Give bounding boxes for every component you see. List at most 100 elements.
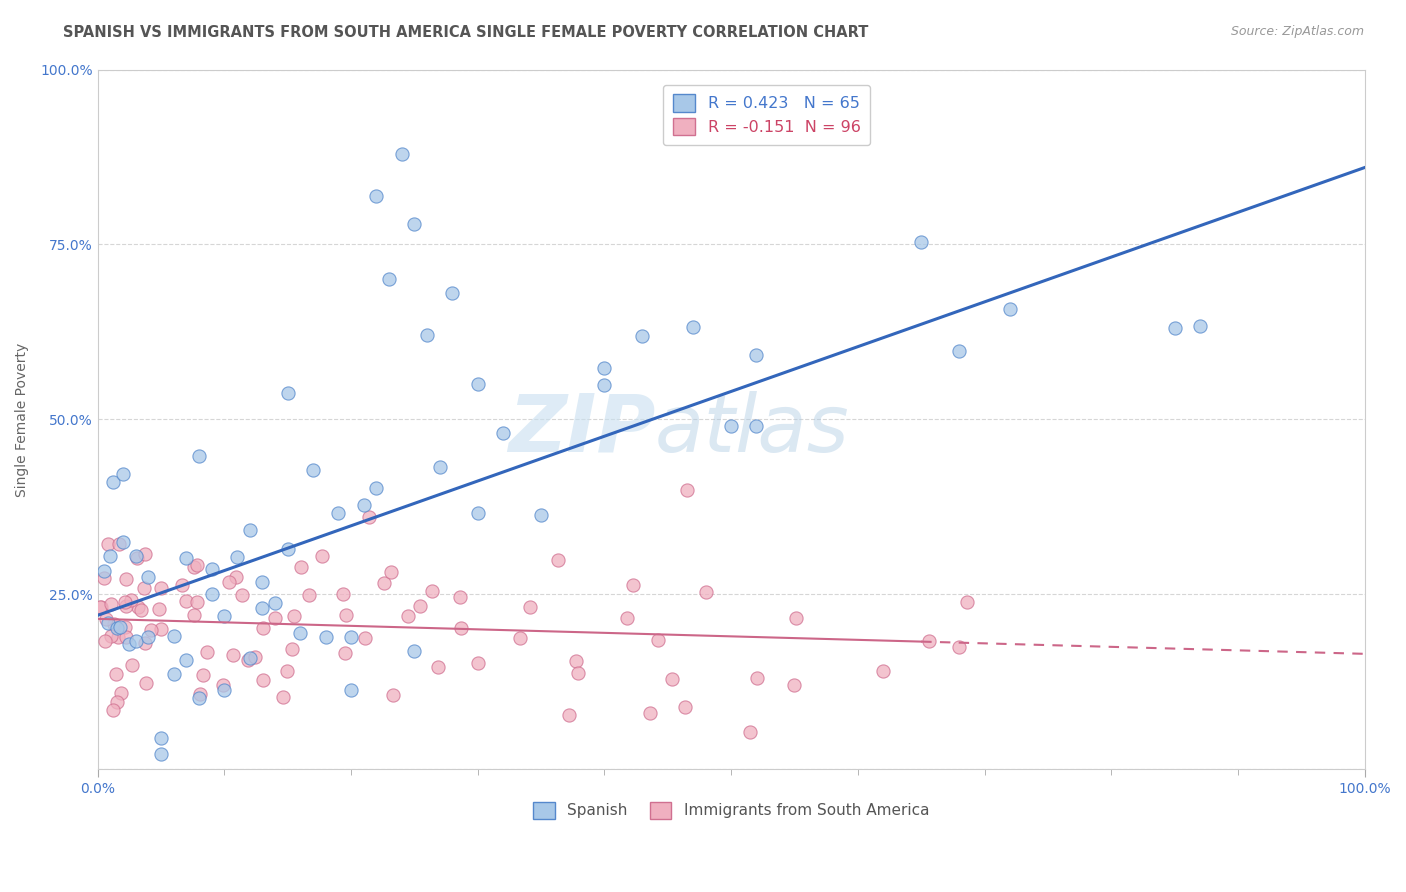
Point	[695, 585, 717, 599]
Point	[745, 348, 768, 362]
Point	[111, 467, 134, 481]
Point	[450, 621, 472, 635]
Point	[214, 683, 236, 698]
Y-axis label: Single Female Poverty: Single Female Poverty	[15, 343, 30, 497]
Point	[281, 642, 304, 657]
Point	[97, 616, 120, 631]
Point	[1188, 319, 1211, 334]
Point	[948, 640, 970, 655]
Point	[373, 576, 395, 591]
Point	[467, 506, 489, 520]
Point	[252, 574, 274, 589]
Point	[302, 463, 325, 477]
Point	[558, 708, 581, 723]
Point	[252, 673, 274, 687]
Point	[149, 747, 172, 761]
Point	[118, 637, 141, 651]
Point	[675, 483, 697, 498]
Point	[998, 301, 1021, 316]
Point	[226, 549, 249, 564]
Point	[333, 646, 356, 660]
Point	[420, 583, 443, 598]
Point	[127, 550, 149, 565]
Point	[276, 664, 298, 678]
Point	[111, 535, 134, 549]
Point	[100, 629, 122, 643]
Point	[115, 599, 138, 614]
Point	[97, 537, 120, 551]
Point	[408, 599, 430, 613]
Point	[366, 481, 388, 495]
Point	[1163, 320, 1185, 334]
Point	[110, 620, 132, 634]
Point	[231, 588, 253, 602]
Point	[127, 600, 149, 615]
Point	[201, 587, 224, 601]
Point	[110, 686, 132, 700]
Point	[720, 419, 742, 434]
Point	[738, 724, 761, 739]
Point	[243, 650, 266, 665]
Text: SPANISH VS IMMIGRANTS FROM SOUTH AMERICA SINGLE FEMALE POVERTY CORRELATION CHART: SPANISH VS IMMIGRANTS FROM SOUTH AMERICA…	[63, 25, 869, 40]
Point	[404, 644, 426, 658]
Point	[162, 666, 184, 681]
Point	[391, 146, 413, 161]
Point	[101, 703, 124, 717]
Point	[150, 623, 173, 637]
Point	[631, 329, 654, 343]
Point	[239, 651, 262, 665]
Point	[170, 578, 193, 592]
Point	[188, 450, 211, 464]
Point	[136, 630, 159, 644]
Point	[107, 630, 129, 644]
Point	[593, 377, 616, 392]
Point	[380, 566, 402, 580]
Point	[441, 286, 464, 301]
Point	[120, 592, 142, 607]
Point	[186, 558, 208, 572]
Point	[148, 602, 170, 616]
Point	[378, 272, 401, 286]
Point	[89, 600, 111, 615]
Text: Source: ZipAtlas.com: Source: ZipAtlas.com	[1230, 25, 1364, 38]
Point	[214, 609, 236, 624]
Point	[225, 570, 247, 584]
Point	[955, 595, 977, 609]
Point	[271, 690, 294, 704]
Point	[382, 688, 405, 702]
Point	[335, 607, 357, 622]
Point	[183, 608, 205, 623]
Text: atlas: atlas	[655, 391, 849, 469]
Point	[311, 549, 333, 563]
Point	[252, 600, 274, 615]
Point	[236, 653, 259, 667]
Point	[188, 691, 211, 706]
Point	[183, 560, 205, 574]
Point	[124, 633, 146, 648]
Point	[910, 235, 932, 250]
Point	[222, 648, 245, 662]
Point	[115, 630, 138, 644]
Text: ZIP: ZIP	[508, 391, 655, 469]
Point	[492, 426, 515, 441]
Point	[174, 550, 197, 565]
Point	[332, 587, 354, 601]
Point	[134, 582, 156, 596]
Point	[404, 217, 426, 231]
Point	[530, 508, 553, 523]
Point	[745, 419, 768, 434]
Point	[298, 588, 321, 602]
Point	[134, 636, 156, 650]
Point	[567, 666, 589, 681]
Point	[638, 706, 661, 720]
Point	[105, 695, 128, 709]
Point	[315, 630, 337, 644]
Point	[673, 699, 696, 714]
Point	[519, 599, 541, 614]
Point	[114, 594, 136, 608]
Point	[328, 506, 350, 520]
Point	[564, 654, 586, 668]
Point	[94, 633, 117, 648]
Point	[918, 633, 941, 648]
Point	[252, 621, 274, 635]
